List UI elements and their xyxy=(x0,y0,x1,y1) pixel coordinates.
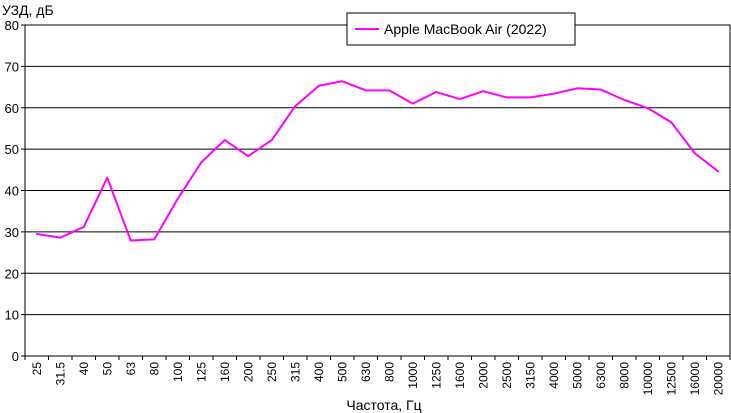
legend: Apple MacBook Air (2022) xyxy=(346,12,576,46)
y-tick-label: 0 xyxy=(12,349,19,364)
x-tick-label: 80 xyxy=(147,362,161,376)
y-tick-label: 70 xyxy=(5,59,19,74)
data-point xyxy=(435,91,438,93)
data-point xyxy=(482,90,485,93)
data-point xyxy=(552,92,555,95)
x-tick-label: 1600 xyxy=(453,362,467,389)
data-point xyxy=(599,88,602,91)
x-axis-label: Частота, Гц xyxy=(346,397,421,413)
data-point xyxy=(200,161,203,164)
x-tick-label: 12500 xyxy=(664,362,678,396)
x-tick-label: 315 xyxy=(288,362,302,382)
x-tick-label: 5000 xyxy=(570,362,584,389)
x-tick-label: 800 xyxy=(382,362,396,382)
series-line xyxy=(36,80,719,242)
y-tick-label: 10 xyxy=(5,308,19,323)
data-point xyxy=(35,233,38,235)
x-tick-label: 10000 xyxy=(641,362,655,396)
x-tick-label: 4000 xyxy=(547,362,561,389)
grid-lines xyxy=(25,24,730,357)
y-tick-label: 50 xyxy=(5,142,19,157)
data-point xyxy=(693,152,696,155)
data-point xyxy=(717,170,720,173)
x-tick-label: 2000 xyxy=(476,362,490,389)
x-tick-label: 500 xyxy=(335,362,349,382)
x-tick-label: 6300 xyxy=(594,362,608,389)
legend-label: Apple MacBook Air (2022) xyxy=(384,21,547,37)
data-point xyxy=(247,155,250,158)
x-tick-label: 1000 xyxy=(406,362,420,389)
data-point xyxy=(646,107,649,110)
x-tick-label: 200 xyxy=(241,362,255,382)
x-tick-label: 250 xyxy=(265,362,279,382)
x-tick-label: 2500 xyxy=(500,362,514,389)
series-layer xyxy=(35,80,720,242)
data-point xyxy=(364,89,367,92)
x-tick-label: 20000 xyxy=(711,362,725,396)
data-point xyxy=(341,80,344,83)
y-tick-label: 40 xyxy=(5,184,19,199)
data-point xyxy=(505,96,508,99)
x-tick-label: 400 xyxy=(312,362,326,382)
data-point xyxy=(223,139,226,141)
data-point xyxy=(576,87,579,90)
legend-box xyxy=(346,12,576,46)
x-tick-label: 8000 xyxy=(617,362,631,389)
data-point xyxy=(388,89,391,92)
y-tick-label: 60 xyxy=(5,101,19,116)
x-axis: 25 31.5 40 50 63 80 100 125 160 200 250 315 400 500 63… xyxy=(24,356,731,396)
y-axis-label: УЗД, дБ xyxy=(2,2,54,18)
data-point xyxy=(411,102,414,105)
x-tick-label: 50 xyxy=(100,362,114,376)
data-point xyxy=(129,239,132,242)
data-point xyxy=(270,139,273,141)
data-point xyxy=(317,84,320,87)
x-tick-label: 3150 xyxy=(523,362,537,389)
y-axis: 0 10 20 30 40 50 60 70 80 xyxy=(5,18,25,364)
x-tick-label: 25 xyxy=(30,362,44,376)
data-point xyxy=(294,105,297,107)
x-tick-label: 160 xyxy=(218,362,232,382)
data-point xyxy=(458,98,461,100)
x-tick-label: 16000 xyxy=(688,362,702,396)
data-point xyxy=(153,238,156,241)
data-point xyxy=(670,121,673,124)
x-tick-label: 63 xyxy=(124,362,138,376)
y-tick-label: 20 xyxy=(5,266,19,281)
x-tick-label: 31.5 xyxy=(53,362,67,386)
x-tick-label: 40 xyxy=(77,362,91,376)
data-point xyxy=(59,236,62,239)
data-point xyxy=(106,176,109,179)
x-tick-label: 1250 xyxy=(429,362,443,389)
data-point xyxy=(82,226,85,228)
x-tick-label: 100 xyxy=(171,362,185,382)
data-point xyxy=(176,197,179,200)
x-tick-label: 125 xyxy=(194,362,208,382)
data-point xyxy=(623,98,626,101)
y-tick-label: 30 xyxy=(5,225,19,240)
y-tick-label: 80 xyxy=(5,18,19,33)
x-tick-label: 630 xyxy=(359,362,373,382)
data-point xyxy=(529,96,532,99)
